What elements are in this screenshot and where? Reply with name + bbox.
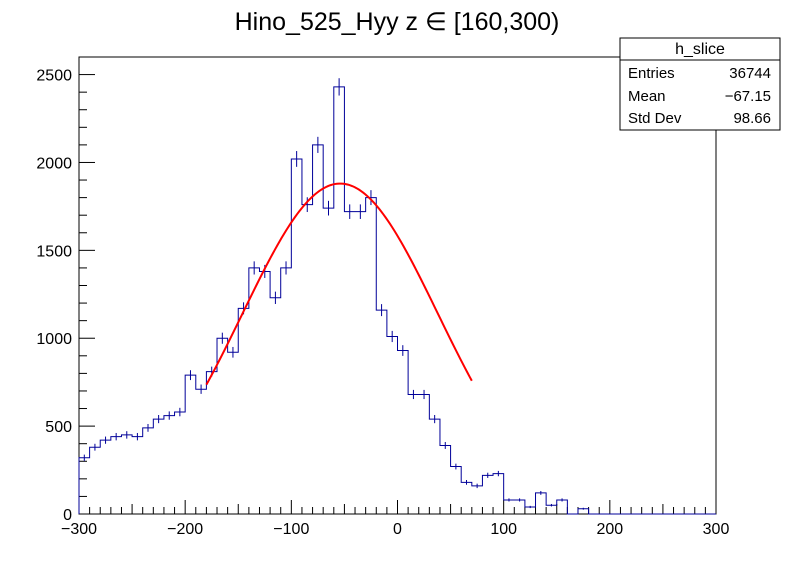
x-tick-label: 0 bbox=[393, 521, 402, 538]
x-tick-label: 300 bbox=[703, 521, 730, 538]
stats-box: h_slice Entries 36744 Mean −67.15 Std De… bbox=[619, 37, 781, 131]
fit-curve bbox=[205, 182, 473, 386]
histogram bbox=[78, 78, 716, 515]
x-tick-label: −200 bbox=[167, 521, 203, 538]
histogram-outline bbox=[78, 86, 716, 515]
x-tick-label: −300 bbox=[61, 521, 97, 538]
stats-stddev-value: 98.66 bbox=[733, 110, 771, 127]
fit-curve-line bbox=[205, 182, 473, 386]
y-tick-label: 2500 bbox=[36, 68, 72, 85]
x-axis: −300 −200 −100 0 100 200 300 bbox=[61, 500, 729, 538]
chart-title: Hino_525_Hyy z ∈ [160,300) bbox=[235, 8, 560, 36]
stats-mean-label: Mean bbox=[628, 88, 666, 105]
y-axis: 0 500 1000 1500 2000 2500 bbox=[36, 56, 95, 524]
y-tick-label: 2000 bbox=[36, 155, 72, 172]
stats-box-frame bbox=[619, 37, 781, 131]
y-tick-label: 1500 bbox=[36, 243, 72, 260]
stats-entries-value: 36744 bbox=[729, 65, 771, 82]
stats-entries-label: Entries bbox=[628, 65, 675, 82]
x-tick-label: −100 bbox=[273, 521, 309, 538]
stats-stddev-label: Std Dev bbox=[628, 110, 682, 127]
y-tick-label: 500 bbox=[45, 419, 72, 436]
y-tick-label: 0 bbox=[63, 507, 72, 524]
x-tick-label: 100 bbox=[490, 521, 517, 538]
stats-box-title: h_slice bbox=[675, 41, 725, 58]
x-tick-label: 200 bbox=[596, 521, 623, 538]
stats-mean-value: −67.15 bbox=[725, 88, 771, 105]
y-tick-label: 1000 bbox=[36, 331, 72, 348]
